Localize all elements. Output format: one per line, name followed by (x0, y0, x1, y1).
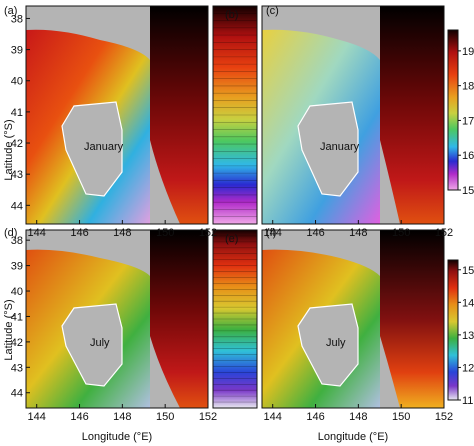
panel-b-label: (b) (225, 9, 238, 21)
y-tick-label: 38 (11, 235, 23, 247)
panel-e-gradient (213, 230, 257, 408)
x-tick-label: 146 (306, 227, 324, 239)
colorbar-jan: 15 16 17 18 19 (447, 29, 474, 197)
x-tick-label: 146 (70, 411, 88, 423)
panel-c-label: (c) (266, 5, 279, 17)
colorbar-tick-label: 14 (462, 297, 474, 309)
x-tick-label: 152 (435, 227, 453, 239)
y-tick-label: 42 (11, 138, 23, 150)
y-tick-label: 43 (11, 169, 23, 181)
x-axis-label-left: Longitude (°E) (82, 431, 152, 443)
y-tick-label: 41 (11, 311, 23, 323)
y-tick-label: 41 (11, 107, 23, 119)
panel-d: July (d) (4, 227, 209, 409)
panel-c-map-label: January (320, 141, 360, 153)
y-tick-label: 38 (11, 13, 23, 25)
panel-f-map-label: July (326, 337, 346, 349)
y-tick-label: 39 (11, 45, 23, 57)
x-tick-label: 152 (199, 227, 217, 239)
panel-a-east (150, 6, 208, 224)
panel-a: January (a) (4, 5, 209, 225)
panel-f-east (380, 230, 444, 408)
colorbar-jul-gradient (447, 259, 459, 401)
x-tick-label: 144 (28, 227, 46, 239)
x-tick-label: 148 (113, 411, 131, 423)
colorbar-tick-label: 11 (462, 395, 473, 407)
x-axis-label-right: Longitude (°E) (318, 431, 388, 443)
panel-a-map-label: January (84, 141, 124, 153)
colorbar-jul-ticks: 11 12 13 14 15 (458, 265, 474, 407)
colorbar-tick-label: 19 (462, 46, 474, 58)
panel-c: January (c) (261, 5, 445, 225)
panel-e-label: (e) (225, 233, 238, 245)
axes-ticks: 144 146 148 150 152 38 39 40 41 42 43 44 144 146 148 15… (11, 13, 453, 423)
colorbar-tick-label: 17 (462, 115, 474, 127)
panel-c-east (380, 6, 444, 224)
panel-e-frame (212, 229, 258, 409)
y-tick-label: 39 (11, 261, 23, 273)
panel-f: July (f) (261, 227, 445, 409)
x-tick-label: 152 (435, 411, 453, 423)
panel-b-frame (212, 5, 258, 225)
y-tick-label: 44 (11, 388, 23, 400)
x-tick-label: 148 (349, 411, 367, 423)
y-axis-label-top: Latitude (°S) (3, 119, 15, 180)
colorbar-tick-label: 12 (462, 362, 474, 374)
panel-d-east (150, 230, 208, 408)
x-tick-label: 146 (306, 411, 324, 423)
panel-d-tasmania (61, 303, 123, 387)
panel-e: (e) (212, 229, 258, 409)
y-tick-label: 43 (11, 362, 23, 374)
panel-f-tasmania (297, 303, 359, 387)
colorbar-jan-ticks: 15 16 17 18 19 (458, 46, 474, 197)
panel-f-frame (261, 229, 445, 409)
panel-d-map-label: July (90, 337, 110, 349)
colorbar-tick-label: 15 (462, 185, 474, 197)
colorbar-tick-label: 13 (462, 330, 474, 342)
y-axis-label-bottom: Latitude (°S) (3, 299, 15, 360)
y-tick-label: 44 (11, 200, 23, 212)
x-tick-label: 150 (156, 411, 174, 423)
colorbar-tick-label: 15 (462, 265, 474, 277)
x-tick-label: 148 (349, 227, 367, 239)
x-tick-label: 144 (28, 411, 46, 423)
panel-f-label: (f) (266, 227, 276, 239)
panel-e-bands (213, 235, 257, 403)
panel-d-frame (25, 229, 209, 409)
colorbar-tick-label: 18 (462, 81, 474, 93)
panel-b: (b) (212, 5, 258, 225)
colorbar-jan-gradient (447, 29, 459, 191)
y-tick-label: 40 (11, 286, 23, 298)
x-tick-label: 150 (156, 227, 174, 239)
panel-b-bands (213, 12, 257, 218)
panel-b-gradient (213, 6, 257, 224)
panel-c-frame (261, 5, 445, 225)
x-tick-label: 150 (392, 227, 410, 239)
panel-a-tasmania (61, 101, 123, 197)
panel-c-tasmania (297, 101, 359, 197)
colorbar-tick-label: 16 (462, 150, 474, 162)
y-tick-label: 40 (11, 76, 23, 88)
x-tick-label: 144 (264, 227, 282, 239)
panel-a-label: (a) (4, 5, 17, 17)
colorbar-jul: 11 12 13 14 15 (447, 259, 474, 407)
x-tick-label: 150 (392, 411, 410, 423)
panel-a-frame (25, 5, 209, 225)
x-tick-label: 148 (113, 227, 131, 239)
panel-d-label: (d) (4, 227, 17, 239)
x-tick-label: 146 (70, 227, 88, 239)
x-tick-label: 144 (264, 411, 282, 423)
x-tick-label: 152 (199, 411, 217, 423)
y-tick-label: 42 (11, 337, 23, 349)
